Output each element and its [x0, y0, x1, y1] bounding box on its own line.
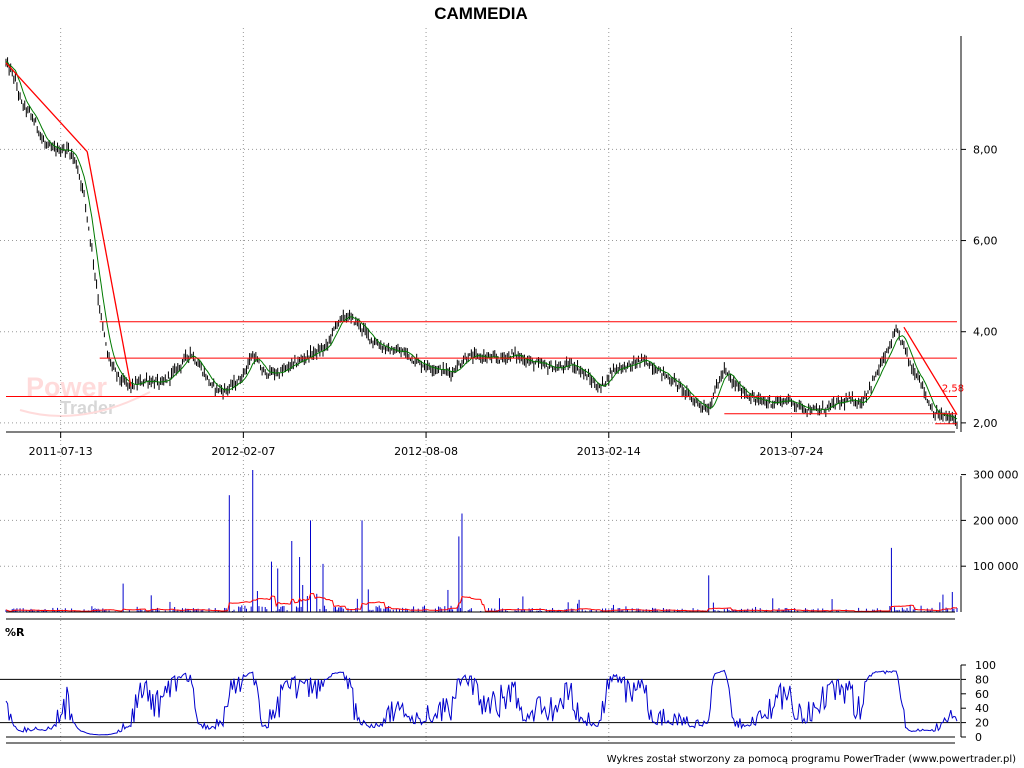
- wr-y-tick-label: 80: [975, 673, 989, 686]
- x-tick-label: 2013-07-24: [760, 445, 824, 458]
- volume-y-tick-label: 300 000: [973, 469, 1019, 482]
- volume-y-tick-label: 200 000: [973, 514, 1019, 527]
- price-y-tick-label: 6,00: [973, 235, 998, 248]
- price-y-tick-label: 4,00: [973, 326, 998, 339]
- x-tick-label: 2012-08-08: [394, 445, 458, 458]
- williams-r-line: [5, 669, 958, 736]
- grid-layer: [0, 28, 960, 742]
- level-annotation: 2,58: [942, 383, 964, 394]
- williams-r-label: %R: [5, 626, 25, 639]
- volume-panel: [5, 470, 958, 612]
- x-tick-label: 2011-07-13: [29, 445, 93, 458]
- wr-y-tick-label: 0: [975, 731, 982, 744]
- volume-y-tick-label: 100 000: [973, 560, 1019, 573]
- x-tick-label: 2013-02-14: [577, 445, 641, 458]
- footer-credit: Wykres został stworzony za pomocą progra…: [607, 754, 1016, 765]
- trend-line: [903, 326, 958, 416]
- trend-line: [86, 151, 132, 387]
- williams-r-panel: [0, 669, 960, 736]
- watermark-line-1: Power: [26, 372, 108, 402]
- moving-average-line: [5, 61, 958, 420]
- x-tick-label: 2012-02-07: [211, 445, 275, 458]
- chart-title: CAMMEDIA: [434, 4, 528, 23]
- wr-y-tick-label: 20: [975, 717, 989, 730]
- price-y-tick-label: 2,00: [973, 417, 998, 430]
- watermark-line-2: Trader: [60, 398, 115, 418]
- price-y-tick-label: 8,00: [973, 143, 998, 156]
- price-panel: 2,58: [5, 57, 964, 429]
- wr-y-tick-label: 100: [975, 659, 996, 672]
- wr-y-tick-label: 40: [975, 702, 989, 715]
- volume-average-line: [5, 593, 958, 612]
- axis-layer: 2011-07-13 2012-02-07 2012-08-08 2013-02-14…: [6, 36, 1019, 744]
- trend-line: [5, 62, 88, 153]
- powertrader-watermark: Power Trader: [19, 372, 151, 418]
- wr-y-tick-label: 60: [975, 688, 989, 701]
